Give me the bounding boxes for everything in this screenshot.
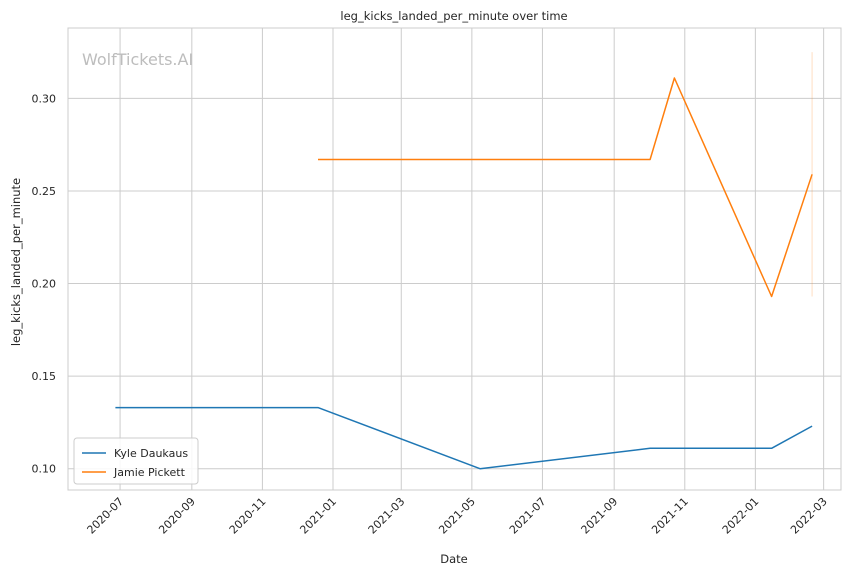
chart-title: leg_kicks_landed_per_minute over time: [340, 9, 567, 23]
y-tick-label: 0.30: [32, 92, 57, 105]
y-tick-label: 0.25: [32, 185, 57, 198]
series-layer: [115, 52, 813, 470]
plot-frame: [67, 27, 842, 491]
y-tick-label: 0.10: [32, 463, 57, 476]
y-tick-label: 0.20: [32, 278, 57, 291]
x-axis-label: Date: [440, 552, 468, 566]
legend-label-1: Kyle Daukaus: [114, 447, 188, 460]
legend-label-2: Jamie Pickett: [113, 466, 186, 479]
y-axis-label: leg_kicks_landed_per_minute: [9, 178, 23, 346]
series-line-1: [115, 406, 813, 470]
series-line-2: [318, 77, 813, 298]
legend: Kyle Daukaus Jamie Pickett: [73, 437, 199, 485]
y-tick-label: 0.15: [32, 370, 57, 383]
y-tick-labels: 0.10 0.15 0.20 0.25 0.30: [32, 92, 57, 475]
watermark: WolfTickets.AI: [82, 50, 193, 69]
